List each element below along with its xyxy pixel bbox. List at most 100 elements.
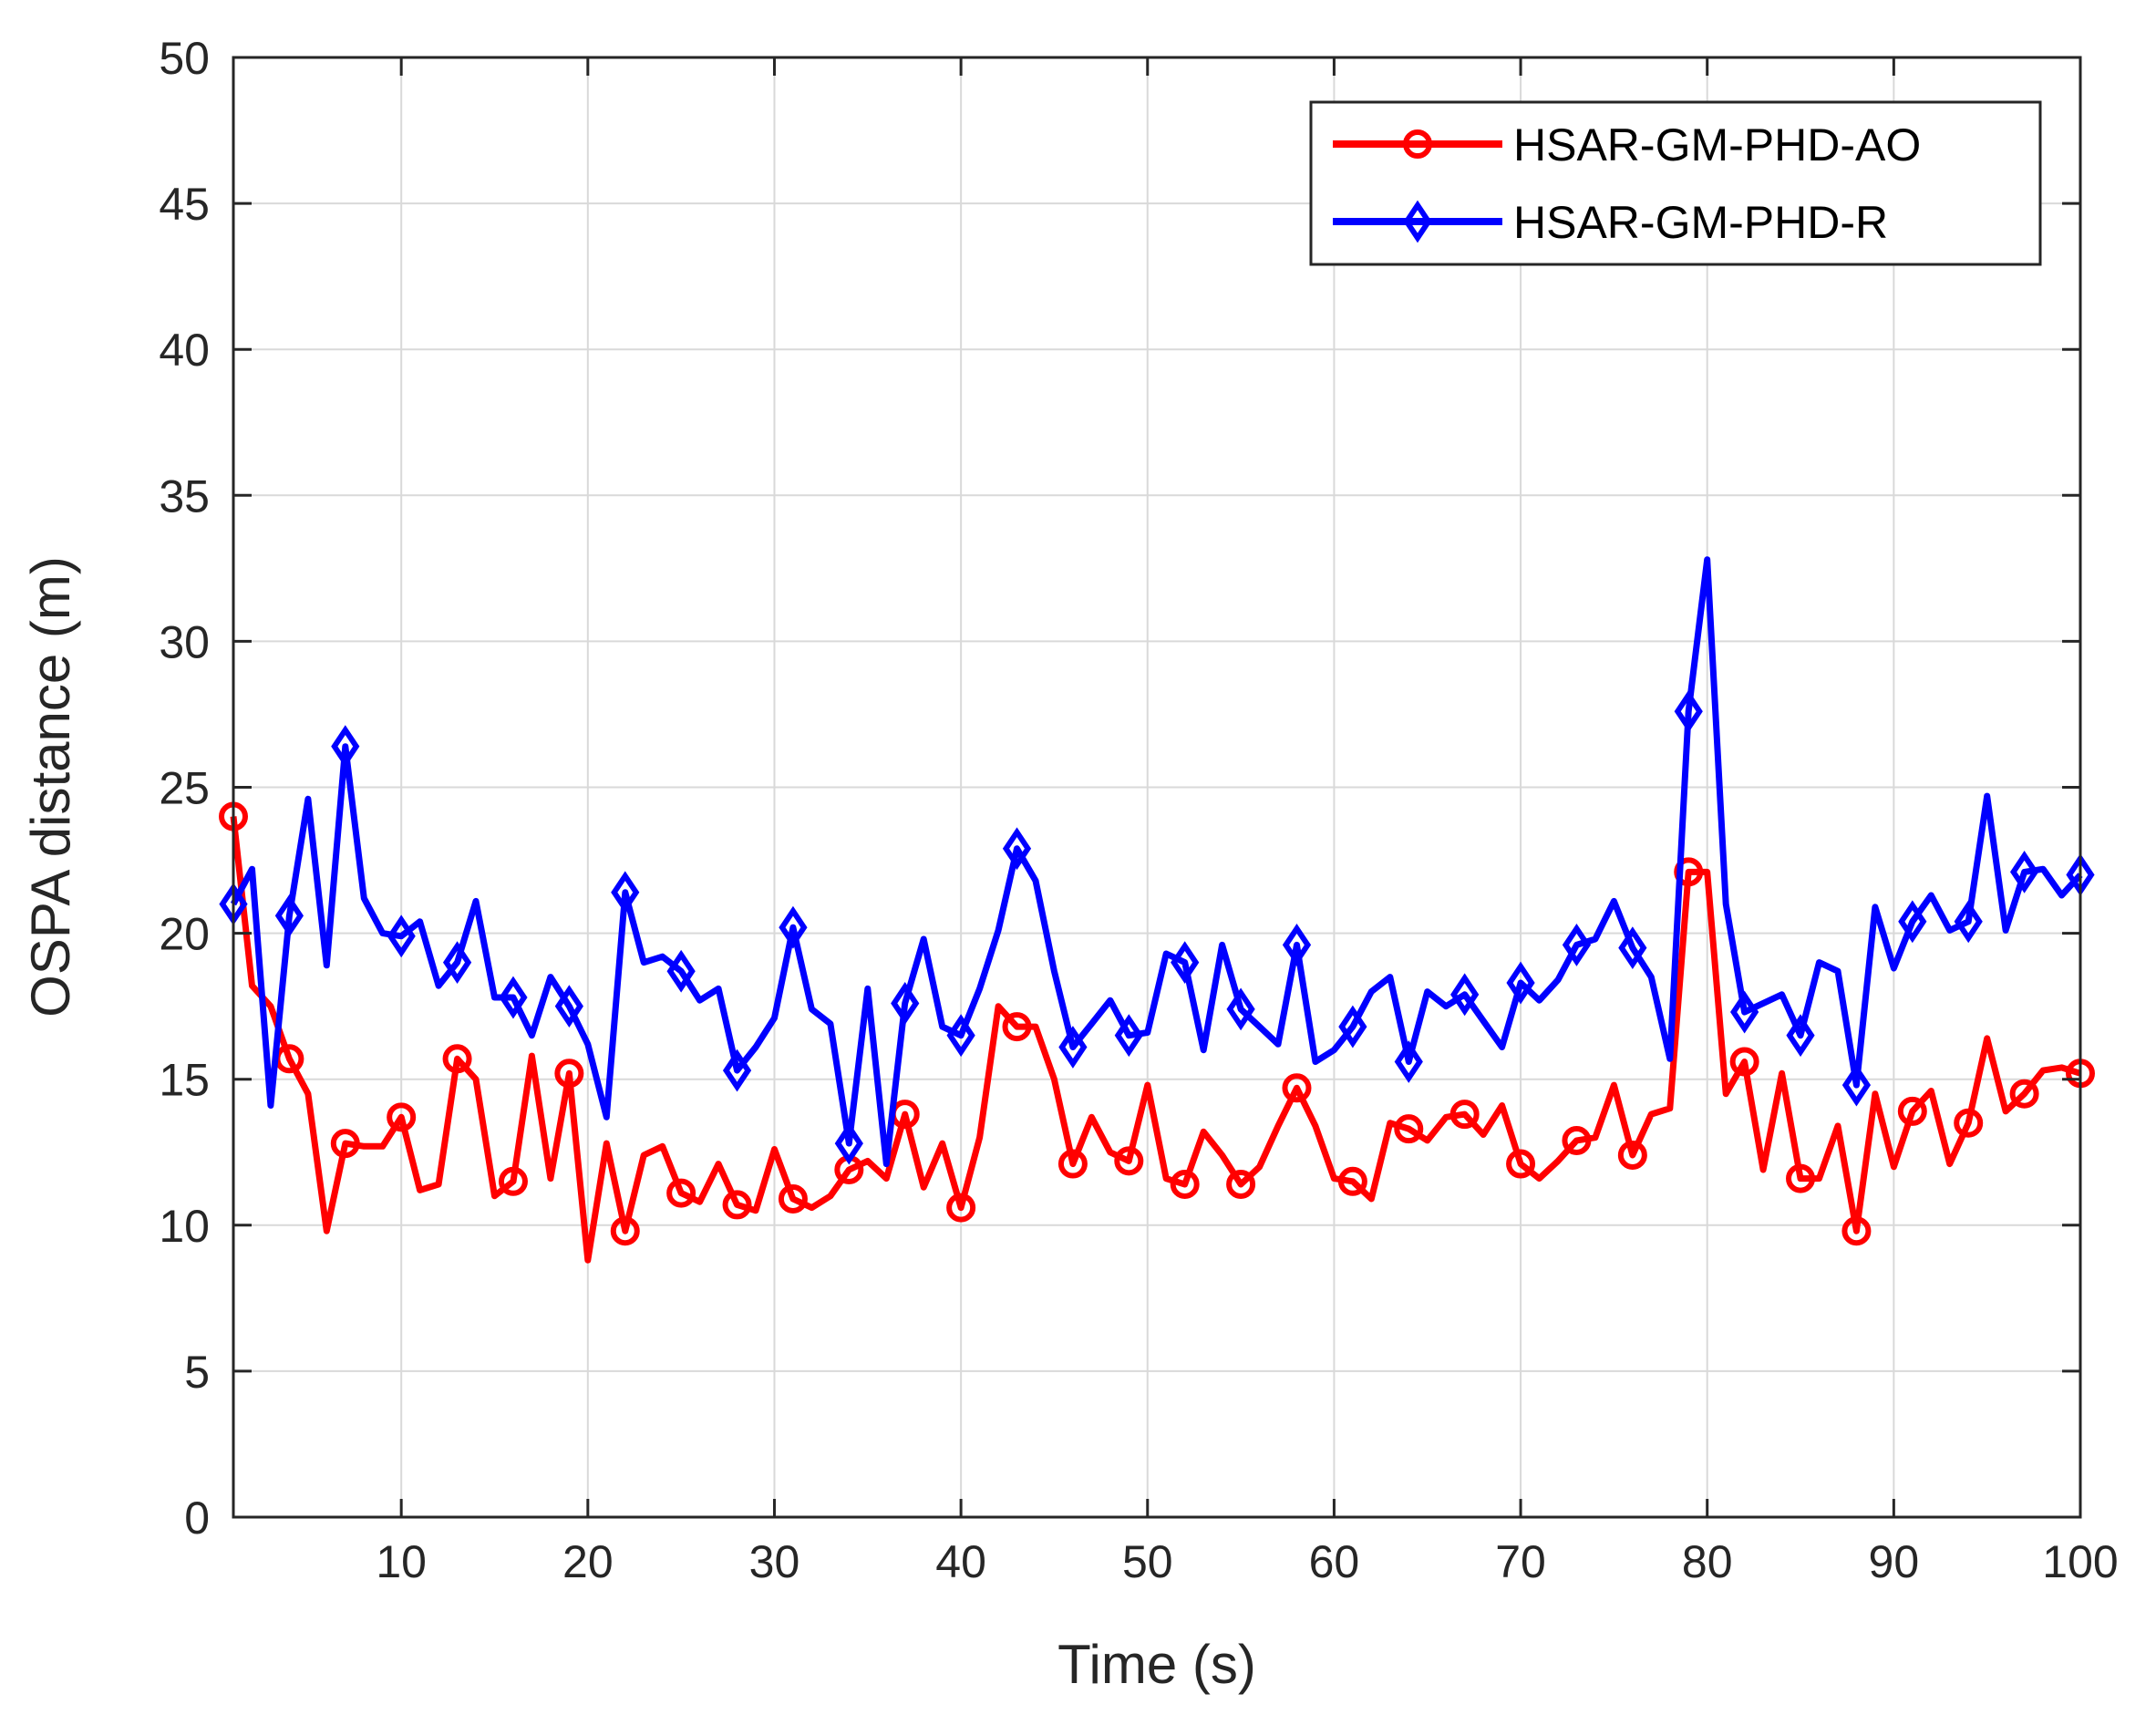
data-point bbox=[666, 1178, 696, 1208]
data-point bbox=[1841, 1216, 1872, 1246]
data-point bbox=[1394, 1040, 1423, 1083]
data-point bbox=[442, 941, 472, 985]
legend-label-ao: HSAR-GM-PHD-AO bbox=[1513, 119, 1921, 170]
y-tick-label: 40 bbox=[159, 325, 210, 376]
data-point bbox=[1057, 1149, 1088, 1179]
data-point bbox=[1282, 923, 1312, 966]
x-tick-label: 40 bbox=[935, 1536, 986, 1587]
data-point bbox=[778, 1183, 808, 1214]
legend: HSAR-GM-PHD-AO HSAR-GM-PHD-R bbox=[1309, 100, 2042, 266]
data-point bbox=[722, 1190, 752, 1220]
data-point bbox=[1449, 1100, 1480, 1130]
legend-marker-r bbox=[1403, 200, 1432, 243]
data-point bbox=[442, 1044, 472, 1074]
data-point bbox=[779, 905, 808, 949]
y-axis-label: OSPA distance (m) bbox=[20, 556, 81, 1017]
data-point bbox=[2010, 850, 2039, 893]
series-ao bbox=[219, 801, 2095, 1264]
legend-box bbox=[1309, 100, 2042, 266]
data-point bbox=[1730, 990, 1759, 1034]
data-point bbox=[946, 1014, 975, 1058]
data-point bbox=[1170, 1169, 1200, 1199]
series-line bbox=[230, 556, 2083, 1168]
data-point bbox=[387, 1102, 417, 1132]
x-axis-label: Time (s) bbox=[1057, 1634, 1256, 1695]
x-tick-label: 60 bbox=[1309, 1536, 1360, 1587]
data-point bbox=[1562, 1125, 1592, 1155]
y-tick-label: 0 bbox=[184, 1493, 210, 1544]
y-tick-label: 20 bbox=[159, 909, 210, 960]
data-point bbox=[611, 871, 640, 914]
data-point bbox=[834, 1121, 863, 1165]
data-point bbox=[1841, 1063, 1872, 1107]
y-tick-label: 35 bbox=[159, 470, 210, 522]
data-point bbox=[330, 1129, 360, 1159]
x-tick-label: 100 bbox=[2042, 1536, 2118, 1587]
series-line bbox=[230, 816, 2082, 1264]
data-point bbox=[1058, 1026, 1088, 1069]
data-point bbox=[1954, 900, 1983, 944]
data-point bbox=[1282, 1073, 1312, 1103]
data-point bbox=[499, 976, 528, 1019]
data-point bbox=[1617, 1140, 1647, 1170]
x-tick-label: 10 bbox=[376, 1536, 427, 1587]
data-point bbox=[1337, 1166, 1367, 1196]
y-tick-label: 25 bbox=[159, 763, 210, 814]
series-r bbox=[219, 556, 2095, 1168]
data-point bbox=[1954, 1108, 1984, 1138]
x-tick-label: 90 bbox=[1869, 1536, 1920, 1587]
y-tick-label: 50 bbox=[159, 33, 210, 84]
x-tick-label: 80 bbox=[1682, 1536, 1733, 1587]
data-point bbox=[1114, 1146, 1144, 1176]
data-point bbox=[1898, 900, 1927, 944]
data-point bbox=[1450, 973, 1480, 1017]
y-tick-label: 45 bbox=[159, 179, 210, 230]
data-point bbox=[1674, 857, 1704, 887]
x-tick-label: 30 bbox=[749, 1536, 800, 1587]
data-point bbox=[498, 1166, 528, 1196]
x-tick-label: 20 bbox=[562, 1536, 614, 1587]
y-tick-label: 10 bbox=[159, 1201, 210, 1252]
ticks bbox=[233, 56, 2082, 1519]
data-point bbox=[387, 914, 416, 958]
data-point bbox=[1394, 1114, 1424, 1144]
data-point bbox=[1786, 1014, 1815, 1058]
data-point bbox=[1674, 689, 1703, 733]
data-point bbox=[1897, 1096, 1927, 1126]
series-layer bbox=[219, 556, 2095, 1264]
legend-marker-ao bbox=[1403, 129, 1432, 159]
data-point bbox=[1114, 1014, 1143, 1058]
y-tick-label: 30 bbox=[159, 616, 210, 667]
data-point bbox=[1618, 926, 1647, 970]
data-point bbox=[891, 982, 920, 1025]
data-point bbox=[1226, 1169, 1256, 1199]
legend-entry-r: HSAR-GM-PHD-R bbox=[1333, 197, 1888, 248]
data-point bbox=[2009, 1079, 2039, 1109]
data-point bbox=[610, 1216, 640, 1246]
data-point bbox=[1002, 827, 1032, 871]
data-point bbox=[274, 893, 304, 937]
data-point bbox=[946, 1193, 976, 1223]
data-point bbox=[1002, 1012, 1032, 1042]
data-point bbox=[1506, 1149, 1536, 1179]
data-point bbox=[1506, 961, 1535, 1005]
data-point bbox=[1226, 987, 1255, 1031]
y-tick-label: 15 bbox=[159, 1055, 210, 1106]
data-point bbox=[554, 985, 583, 1028]
x-tick-label: 70 bbox=[1495, 1536, 1546, 1587]
data-point bbox=[1786, 1163, 1816, 1193]
grid bbox=[233, 57, 2081, 1518]
tick-labels: 10 20 30 40 50 60 70 80 90 100 0 5 10 15 20 25 30 35 40 45 5… bbox=[159, 33, 2118, 1587]
legend-entry-ao: HSAR-GM-PHD-AO bbox=[1333, 119, 1921, 170]
data-point bbox=[722, 1048, 752, 1092]
y-tick-label: 5 bbox=[184, 1347, 210, 1398]
data-point bbox=[1171, 941, 1200, 985]
data-point bbox=[1729, 1047, 1759, 1077]
data-point bbox=[1562, 923, 1592, 966]
data-point bbox=[666, 949, 696, 993]
data-point bbox=[554, 1059, 584, 1089]
x-tick-label: 50 bbox=[1122, 1536, 1173, 1587]
data-point bbox=[1338, 1005, 1367, 1048]
data-point bbox=[331, 725, 360, 769]
